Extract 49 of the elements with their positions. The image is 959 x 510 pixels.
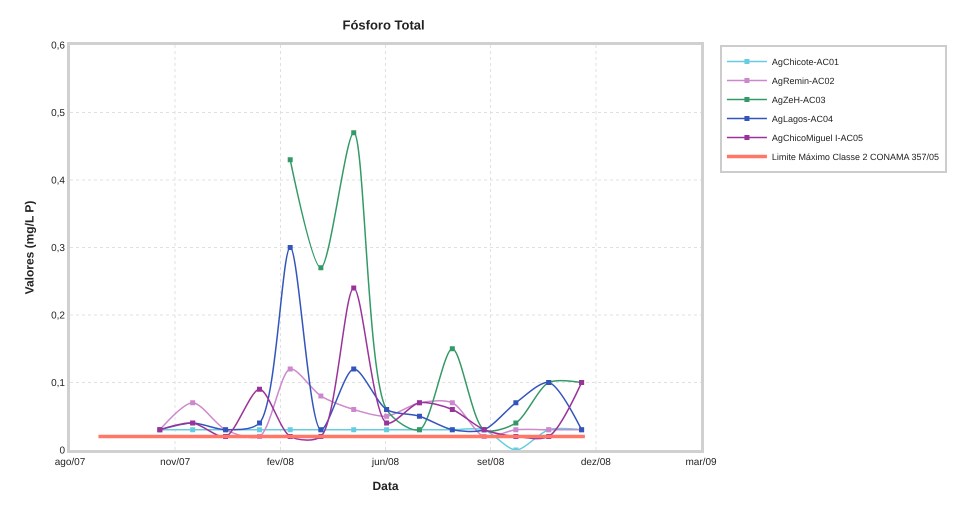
point — [288, 157, 293, 162]
point — [513, 420, 518, 426]
y-tick-label: 0,5 — [51, 108, 66, 119]
y-tick-label: 0,4 — [51, 176, 66, 186]
point — [384, 427, 390, 432]
point — [384, 414, 390, 419]
legend-label: AgChicoMiguel I-AC05 — [772, 133, 863, 144]
point — [450, 400, 455, 406]
y-tick-label: 0,3 — [51, 243, 66, 254]
x-tick-label: ago/07 — [54, 457, 86, 468]
chart-title: Fósforo Total — [342, 18, 425, 32]
y-tick-label: 0,1 — [51, 378, 66, 389]
point — [288, 366, 293, 372]
point — [351, 286, 356, 290]
point — [190, 400, 196, 406]
point — [513, 400, 518, 406]
point — [257, 420, 262, 426]
legend-label: Limite Máximo Classe 2 CONAMA 357/05 — [772, 152, 939, 162]
point — [318, 265, 324, 270]
point — [351, 366, 356, 372]
x-tick-label: set/08 — [477, 457, 505, 468]
point — [450, 346, 455, 352]
point — [257, 386, 262, 392]
y-tick-label: 0,2 — [51, 310, 66, 322]
legend-label: AgLagos-AC04 — [772, 114, 833, 124]
point — [450, 407, 455, 412]
x-tick-label: dez/08 — [580, 457, 612, 468]
x-tick-label: mar/09 — [685, 457, 717, 468]
y-tick-label: 0 — [59, 446, 66, 456]
x-tick-label: nov/07 — [160, 457, 191, 468]
point — [190, 427, 196, 432]
legend-label: AgRemin-AC02 — [772, 76, 834, 86]
x-tick-label: fev/08 — [266, 457, 294, 468]
point — [513, 427, 518, 432]
point — [384, 420, 390, 426]
point — [351, 130, 356, 136]
legend-label: AgZeH-AC03 — [772, 95, 826, 106]
legend-label: AgChicote-AC01 — [772, 57, 839, 68]
y-axis-title: Valores (mg/L P) — [22, 200, 36, 294]
point — [288, 427, 293, 432]
point — [351, 427, 356, 432]
x-tick-label: jun/08 — [370, 457, 400, 468]
x-axis-title: Data — [372, 478, 399, 493]
point — [257, 427, 262, 432]
y-tick-label: 0,6 — [51, 40, 66, 52]
point — [318, 394, 324, 398]
point — [288, 245, 293, 250]
point — [351, 407, 356, 412]
point — [416, 414, 422, 419]
